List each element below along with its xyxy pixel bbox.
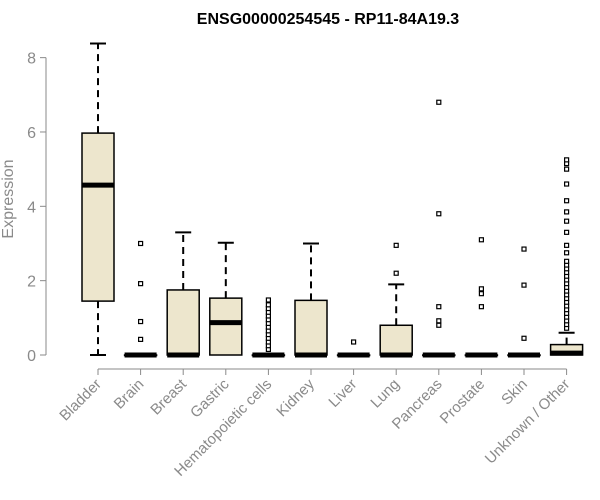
outlier-point <box>138 318 144 325</box>
outlier-point <box>478 237 484 243</box>
outlier-point <box>563 198 570 204</box>
box-group <box>123 240 158 358</box>
x-tick-label: Lung <box>367 376 403 412</box>
box-group <box>209 241 243 356</box>
box <box>379 324 413 356</box>
outlier-point <box>436 318 442 324</box>
chart-title: ENSG00000254545 - RP11-84A19.3 <box>197 11 460 28</box>
box-group <box>336 339 371 358</box>
box-group <box>166 231 200 358</box>
y-axis-label: Expression <box>0 159 17 238</box>
y-tick-label: 2 <box>27 274 36 291</box>
outlier-point <box>436 322 442 328</box>
outlier-point <box>563 218 570 224</box>
outlier-point <box>138 281 144 287</box>
outlier-point <box>521 335 527 341</box>
box <box>166 289 200 356</box>
x-tick-label: Liver <box>325 376 360 411</box>
outlier-point <box>521 282 527 288</box>
boxes-group <box>81 42 584 358</box>
outlier-point <box>563 250 570 256</box>
box <box>209 297 243 356</box>
box-group <box>251 297 286 358</box>
box <box>294 299 328 356</box>
outlier-point <box>521 246 527 252</box>
x-tick-label: Bladder <box>56 376 105 425</box>
outlier-point <box>478 291 484 297</box>
outlier-point <box>138 240 144 247</box>
x-tick-label: Breast <box>147 375 190 418</box>
outlier-point <box>563 258 570 264</box>
x-tick-label: Brain <box>111 376 148 413</box>
outlier-point <box>478 286 484 292</box>
x-tick-label: Prostate <box>437 376 489 428</box>
x-tick-label: Skin <box>498 376 531 409</box>
outlier-point <box>393 242 399 248</box>
box-group <box>81 42 115 356</box>
y-tick-label: 0 <box>27 348 36 365</box>
outlier-point <box>351 339 357 345</box>
outlier-point <box>563 181 570 187</box>
outlier-point <box>138 336 144 342</box>
x-tick-label: Kidney <box>273 375 318 420</box>
outlier-point <box>436 211 442 217</box>
box <box>81 132 115 302</box>
outlier-point <box>265 297 271 303</box>
y-tick-label: 4 <box>27 199 36 216</box>
outlier-point <box>478 304 484 310</box>
y-tick-label: 8 <box>27 51 36 68</box>
y-tick-label: 6 <box>27 125 36 142</box>
outlier-point <box>436 99 442 105</box>
box-group <box>549 157 584 356</box>
outlier-point <box>265 302 271 308</box>
box-group <box>294 242 328 358</box>
outlier-point <box>563 166 570 172</box>
box-group <box>422 99 456 358</box>
outlier-point <box>563 157 570 163</box>
y-axis: 0 2 4 6 8 <box>27 51 47 365</box>
outlier-point <box>563 229 570 235</box>
box-group <box>464 237 499 358</box>
box-group <box>507 246 541 358</box>
box-group <box>379 242 413 358</box>
outlier-point <box>563 242 570 248</box>
outlier-point <box>393 270 399 276</box>
outlier-point <box>563 209 570 215</box>
outlier-point <box>436 304 442 310</box>
